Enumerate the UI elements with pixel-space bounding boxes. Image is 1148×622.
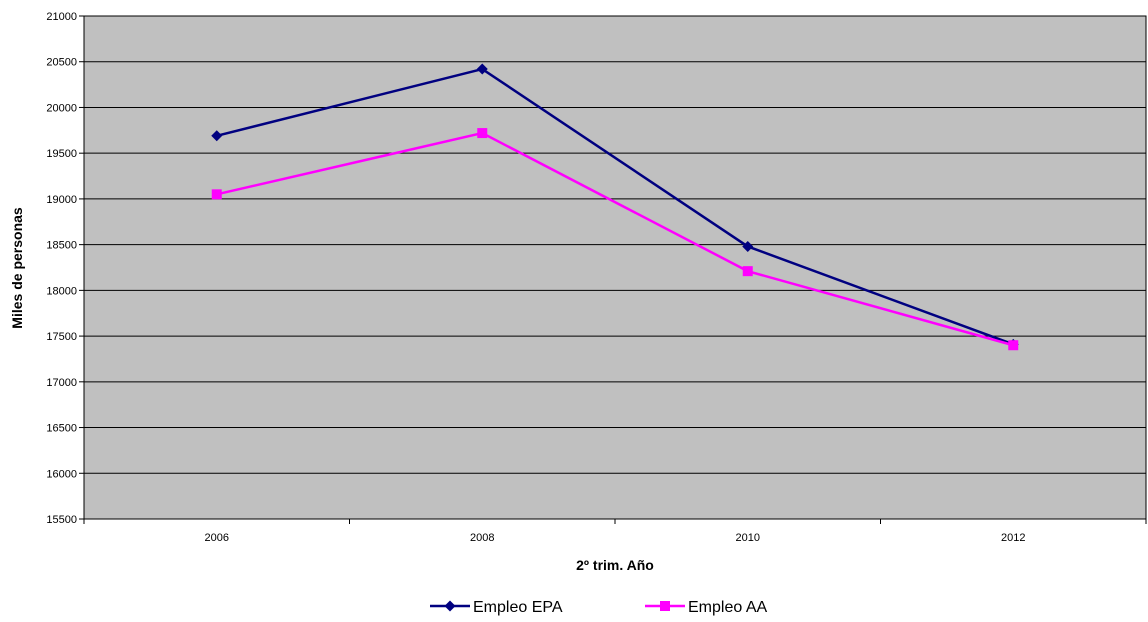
series-line — [216, 67, 1014, 346]
data-point-diamond — [211, 130, 223, 142]
legend-entry: Empleo EPA — [430, 599, 563, 616]
y-tick-label: 18000 — [46, 285, 77, 297]
series-1 — [211, 128, 1019, 351]
x-axis-ticks: 2006 2008 2010 2012 — [83, 519, 1147, 544]
y-axis-title: Miles de personas — [9, 207, 25, 329]
legend-label: Empleo AA — [688, 599, 767, 616]
y-tick-label: 21000 — [46, 11, 77, 23]
legend-marker — [660, 601, 670, 611]
x-tick-label: 2012 — [1001, 532, 1025, 544]
plot-area — [83, 15, 1147, 520]
y-tick-label: 16000 — [46, 468, 77, 480]
legend: Empleo EPA Empleo AA — [430, 599, 767, 616]
x-tick-label: 2006 — [205, 532, 229, 544]
data-point-square — [211, 189, 222, 200]
gridlines — [84, 61, 1146, 474]
legend-entry: Empleo AA — [645, 599, 767, 616]
legend-marker — [444, 600, 456, 612]
y-tick-label: 19500 — [46, 148, 77, 160]
y-tick-label: 15500 — [46, 514, 77, 526]
x-tick-label: 2008 — [470, 532, 494, 544]
y-tick-label: 17500 — [46, 331, 77, 343]
x-tick-label: 2010 — [736, 532, 760, 544]
y-tick-label: 18500 — [46, 240, 77, 252]
data-point-square — [742, 266, 753, 277]
y-tick-label: 17000 — [46, 377, 77, 389]
y-axis-ticks: 15500 16000 16500 17000 17500 18000 18500 19000… — [46, 11, 84, 526]
y-tick-label: 20000 — [46, 102, 77, 114]
series-line — [216, 131, 1014, 347]
data-point-diamond — [476, 63, 488, 75]
data-point-square — [1008, 340, 1019, 351]
y-tick-label: 16500 — [46, 423, 77, 435]
y-tick-label: 19000 — [46, 194, 77, 206]
series-lines — [211, 63, 1019, 351]
x-axis-title: 2º trim. Año — [576, 557, 654, 573]
legend-label: Empleo EPA — [473, 599, 563, 616]
data-point-diamond — [742, 240, 754, 252]
y-tick-label: 20500 — [46, 57, 77, 69]
data-point-square — [477, 128, 488, 139]
